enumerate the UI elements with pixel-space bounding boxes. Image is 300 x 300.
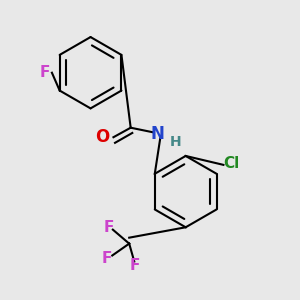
Text: F: F xyxy=(39,65,50,80)
Text: F: F xyxy=(102,251,112,266)
Text: F: F xyxy=(130,258,140,273)
Text: N: N xyxy=(151,125,164,143)
Text: Cl: Cl xyxy=(224,156,240,171)
Text: H: H xyxy=(169,135,181,149)
Text: O: O xyxy=(95,128,110,146)
Text: F: F xyxy=(103,220,114,235)
